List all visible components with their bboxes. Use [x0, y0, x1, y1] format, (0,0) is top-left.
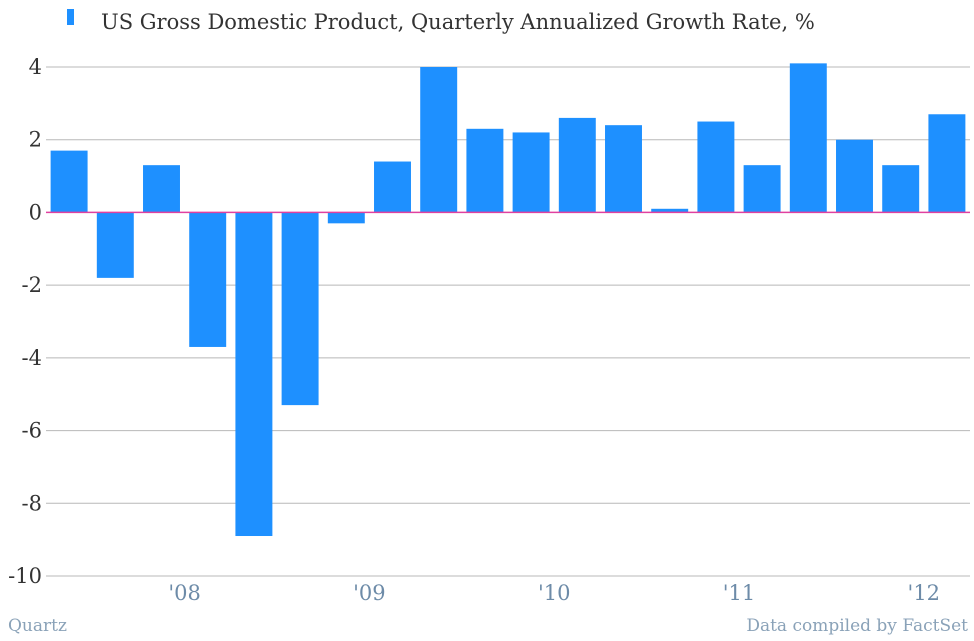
- bar: [281, 212, 319, 406]
- x-tick-label: '09: [353, 581, 386, 605]
- bar: [605, 125, 642, 213]
- bar: [512, 132, 550, 213]
- bar: [928, 114, 966, 213]
- x-tick-label: '12: [908, 581, 941, 605]
- y-tick-label: 4: [29, 55, 42, 79]
- bar: [374, 161, 411, 213]
- bar: [558, 117, 596, 213]
- bar: [836, 139, 873, 213]
- y-tick-label: -6: [22, 419, 42, 443]
- bar: [189, 212, 227, 347]
- y-axis-tick-labels: 4 2 0 -2 -4 -6 -8 -10: [8, 55, 42, 588]
- bar: [143, 165, 180, 213]
- bar: [789, 63, 827, 213]
- bar: [882, 165, 920, 213]
- gridlines: [46, 66, 970, 577]
- bar: [327, 212, 365, 224]
- y-tick-label: -8: [22, 491, 42, 515]
- y-tick-label: 2: [29, 128, 42, 152]
- footer-source-note: Data compiled by FactSet: [746, 616, 968, 636]
- x-tick-label: '11: [723, 581, 756, 605]
- bar: [466, 128, 504, 213]
- legend-label: US Gross Domestic Product, Quarterly Ann…: [101, 10, 815, 34]
- legend-swatch: [67, 9, 74, 25]
- y-tick-label: -2: [22, 273, 42, 297]
- x-tick-label: '08: [168, 581, 201, 605]
- footer-credit: Quartz: [8, 616, 67, 636]
- x-axis-tick-labels: '08 '09 '10 '11 '12: [168, 581, 940, 605]
- bar: [651, 208, 689, 213]
- x-tick-label: '10: [538, 581, 571, 605]
- bar: [50, 150, 88, 213]
- y-tick-label: -4: [22, 346, 42, 370]
- bar: [697, 121, 735, 213]
- y-tick-label: 0: [29, 200, 42, 224]
- y-tick-label: -10: [8, 564, 42, 588]
- bar: [96, 212, 134, 278]
- bar: [420, 67, 458, 213]
- bar: [743, 165, 781, 213]
- bar: [235, 212, 273, 537]
- bars: [50, 63, 966, 537]
